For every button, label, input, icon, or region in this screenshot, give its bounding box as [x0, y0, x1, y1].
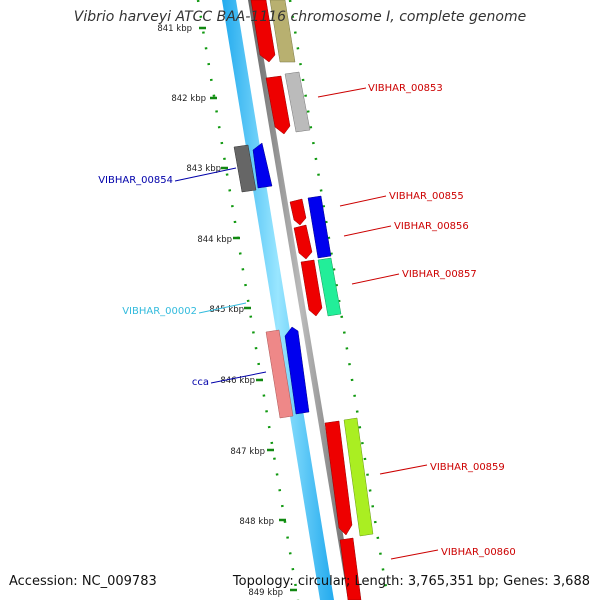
gene-feature[interactable]	[284, 326, 310, 415]
gene-feature[interactable]	[300, 259, 323, 317]
accession-label: Accession: NC_009783	[9, 574, 157, 589]
gene-label[interactable]: VIBHAR_00856	[394, 221, 469, 232]
gene-feature[interactable]	[307, 195, 332, 259]
gene-label[interactable]: VIBHAR_00860	[441, 547, 516, 558]
ruler-tick-label: 846 kbp	[220, 376, 255, 386]
gene-feature[interactable]	[233, 144, 257, 193]
gene-feature[interactable]	[339, 537, 362, 600]
label-leaders	[174, 87, 439, 560]
label-leader-line	[198, 302, 247, 314]
ruler-tick-label: 847 kbp	[230, 447, 265, 457]
ruler: 841 kbp 842 kbp 843 kbp 844 kbp 845 kbp …	[157, 24, 297, 598]
genome-summary: Topology: circular; Length: 3,765,351 bp…	[232, 574, 590, 589]
gene-feature[interactable]	[269, 0, 296, 63]
gene-feature[interactable]	[343, 417, 374, 537]
genome-backbone-gray	[248, 0, 354, 600]
gene-feature[interactable]	[289, 198, 307, 226]
ruler-tick-label: 841 kbp	[157, 24, 192, 34]
gene-feature[interactable]	[252, 142, 273, 189]
gene-label[interactable]: VIBHAR_00857	[402, 269, 477, 280]
ruler-tick-label: 848 kbp	[239, 517, 274, 527]
gene-feature[interactable]	[265, 75, 291, 135]
gene-feature[interactable]	[317, 257, 342, 317]
gene-label[interactable]: cca	[192, 377, 209, 388]
gene-features	[233, 0, 374, 600]
ruler-tick-label: 849 kbp	[248, 588, 283, 598]
gene-feature[interactable]	[284, 71, 311, 133]
label-leader-line	[210, 371, 267, 384]
map-title: Vibrio harveyi ATCC BAA-1116 chromosome …	[73, 9, 527, 25]
gene-feature[interactable]	[293, 224, 313, 260]
gene-label[interactable]: VIBHAR_00854	[98, 175, 173, 186]
label-leader-line	[390, 549, 439, 560]
gene-label[interactable]: VIBHAR_00855	[389, 191, 464, 202]
ruler-tick-label: 844 kbp	[197, 235, 232, 245]
gene-feature[interactable]	[250, 0, 276, 63]
label-leader-line	[317, 87, 367, 98]
gene-feature[interactable]	[324, 420, 353, 536]
ruler-tick-label: 845 kbp	[209, 305, 244, 315]
ruler-tick-label: 842 kbp	[171, 94, 206, 104]
label-leader-line	[379, 464, 428, 475]
label-leader-line	[339, 195, 387, 207]
gene-label[interactable]: VIBHAR_00853	[368, 83, 443, 94]
genome-backbone-cyan	[222, 0, 334, 600]
ruler-tick-label: 843 kbp	[186, 164, 221, 174]
label-leader-line	[343, 225, 392, 237]
feature-labels: VIBHAR_00853 VIBHAR_00854 VIBHAR_00855 V…	[98, 83, 516, 558]
gene-feature[interactable]	[265, 329, 294, 419]
gene-label[interactable]: VIBHAR_00002	[122, 306, 197, 317]
label-leader-line	[174, 167, 237, 182]
outer-dotted-rail-left	[196, 0, 300, 600]
gene-label[interactable]: VIBHAR_00859	[430, 462, 505, 473]
label-leader-line	[351, 273, 400, 285]
